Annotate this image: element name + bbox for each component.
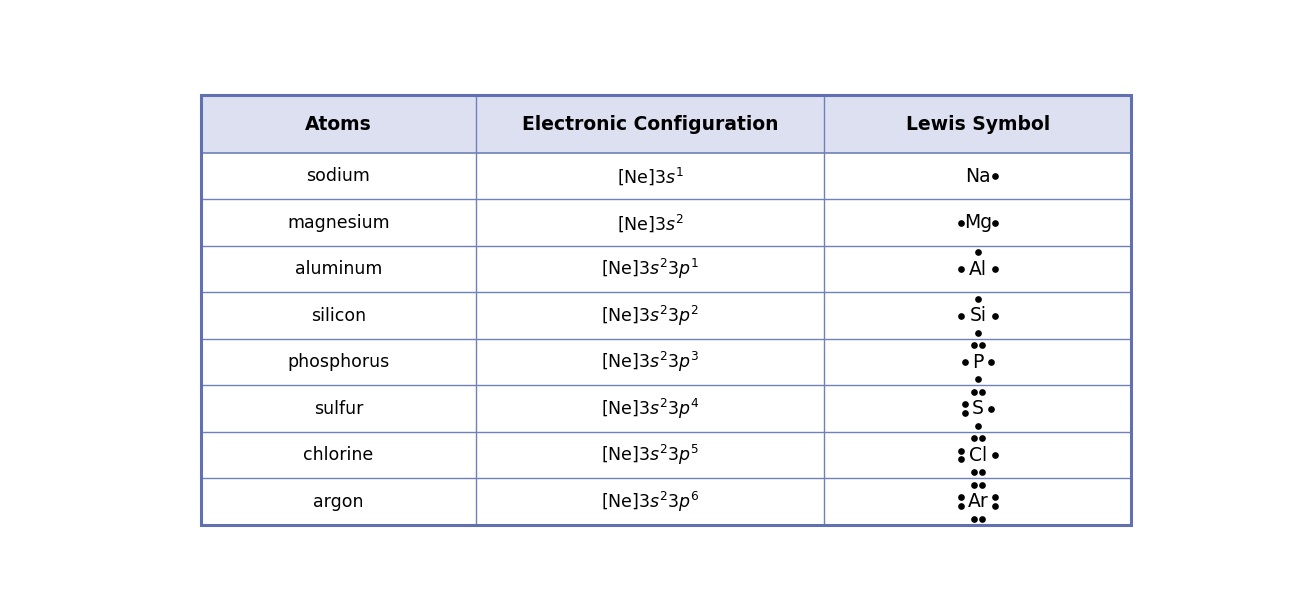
Bar	[202, 339, 1131, 386]
Text: chlorine: chlorine	[303, 446, 373, 464]
Bar	[202, 478, 1131, 525]
Text: P: P	[972, 352, 984, 371]
Bar	[202, 386, 1131, 432]
Text: Atoms: Atoms	[306, 115, 372, 134]
Text: sodium: sodium	[307, 167, 370, 185]
Text: $\mathrm{[Ne]}3\mathit{s}^{2}3\mathit{p}^{5}$: $\mathrm{[Ne]}3\mathit{s}^{2}3\mathit{p}…	[601, 443, 699, 467]
Text: argon: argon	[313, 492, 364, 511]
Text: $\mathrm{[Ne]}3\mathit{s}^{2}3\mathit{p}^{1}$: $\mathrm{[Ne]}3\mathit{s}^{2}3\mathit{p}…	[601, 257, 699, 281]
Bar	[202, 200, 1131, 246]
Bar	[202, 153, 1131, 200]
Text: phosphorus: phosphorus	[287, 353, 390, 371]
Text: aluminum: aluminum	[295, 260, 382, 278]
Text: $\mathrm{[Ne]}3\mathit{s}^{2}$: $\mathrm{[Ne]}3\mathit{s}^{2}$	[616, 212, 684, 233]
Bar	[202, 432, 1131, 478]
Text: $\mathrm{[Ne]}3\mathit{s}^{2}3\mathit{p}^{6}$: $\mathrm{[Ne]}3\mathit{s}^{2}3\mathit{p}…	[601, 489, 699, 514]
Text: sulfur: sulfur	[313, 400, 363, 418]
Text: S: S	[972, 399, 984, 418]
Text: Cl: Cl	[968, 446, 987, 465]
Text: magnesium: magnesium	[287, 214, 390, 231]
Text: Si: Si	[970, 306, 987, 325]
Text: $\mathrm{[Ne]}3\mathit{s}^{2}3\mathit{p}^{4}$: $\mathrm{[Ne]}3\mathit{s}^{2}3\mathit{p}…	[601, 397, 699, 421]
Text: silicon: silicon	[311, 307, 367, 325]
Text: Na: Na	[965, 167, 991, 185]
Text: $\mathrm{[Ne]}3\mathit{s}^{2}3\mathit{p}^{2}$: $\mathrm{[Ne]}3\mathit{s}^{2}3\mathit{p}…	[601, 304, 699, 328]
Text: $\mathrm{[Ne]}3\mathit{s}^{2}3\mathit{p}^{3}$: $\mathrm{[Ne]}3\mathit{s}^{2}3\mathit{p}…	[601, 350, 699, 375]
Text: Ar: Ar	[967, 492, 988, 511]
Text: Lewis Symbol: Lewis Symbol	[906, 115, 1050, 134]
Bar	[202, 95, 1131, 153]
Bar	[202, 292, 1131, 339]
Text: Mg: Mg	[963, 213, 992, 232]
Text: Electronic Configuration: Electronic Configuration	[521, 115, 779, 134]
Bar	[202, 246, 1131, 292]
Text: Al: Al	[968, 260, 987, 279]
Text: $\mathrm{[Ne]}3\mathit{s}^{1}$: $\mathrm{[Ne]}3\mathit{s}^{1}$	[616, 165, 684, 187]
